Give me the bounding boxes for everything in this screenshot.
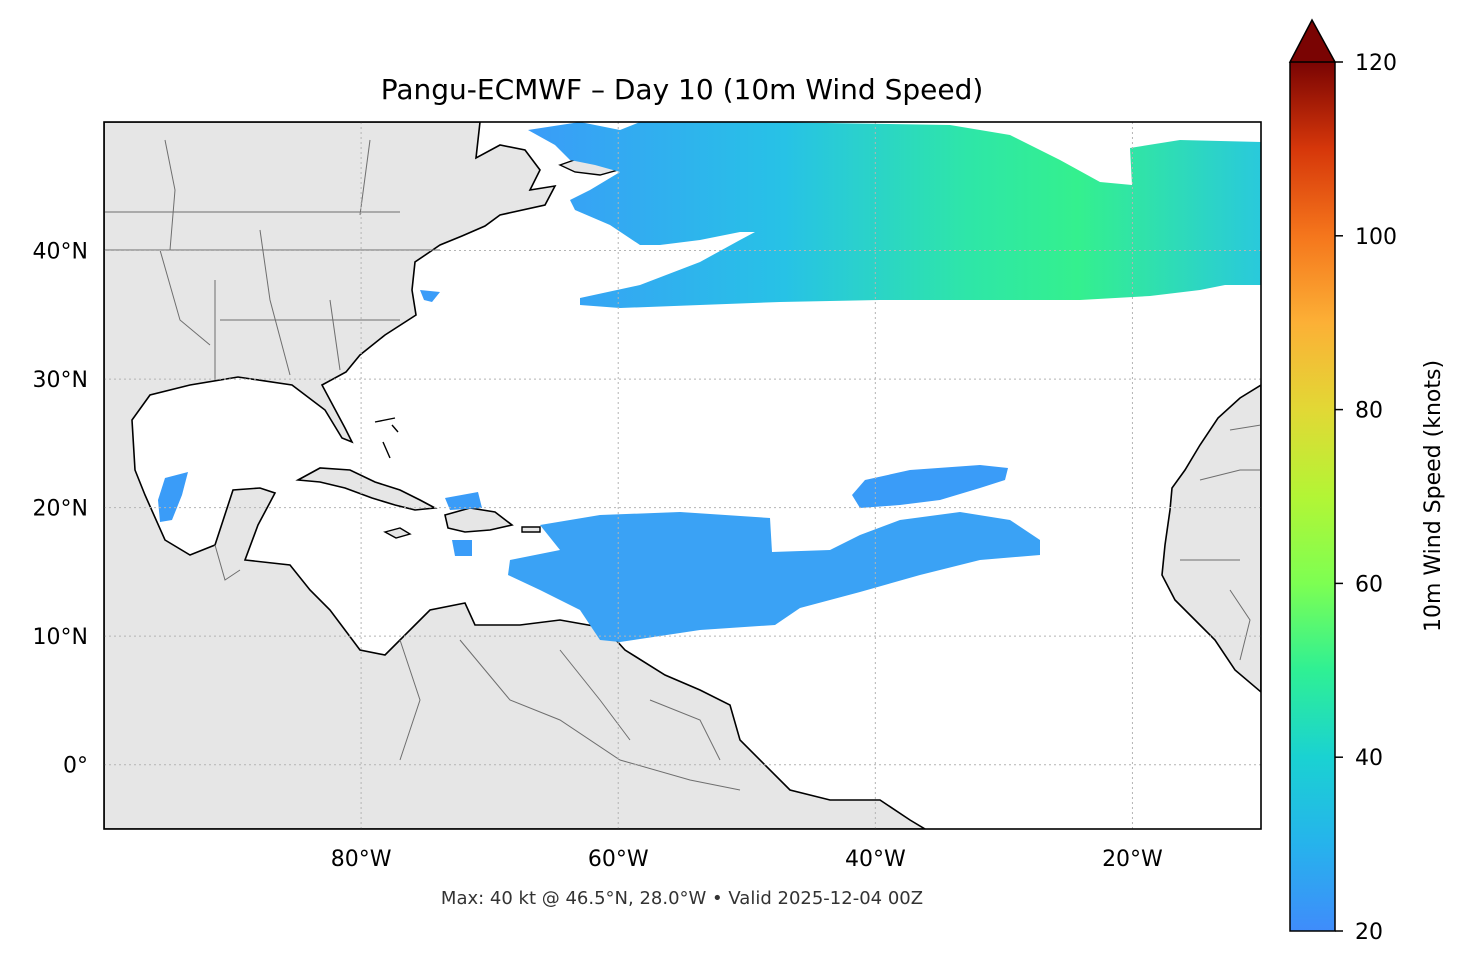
lat-tick-label: 40°N (33, 240, 88, 265)
land-bahamas (374, 417, 399, 459)
lon-tick-label: 60°W (588, 847, 649, 872)
land-north-america (104, 122, 927, 829)
colorbar-tick-label: 100 (1355, 225, 1397, 250)
wind-gulf-patch (158, 472, 188, 522)
colorbar-frame (1289, 62, 1336, 932)
latitude-ticks: 40°N 30°N 20°N 10°N 0° (33, 240, 88, 779)
colorbar-ticks: 20 40 60 80 100 120 (1335, 51, 1397, 945)
country-borders (104, 139, 1261, 791)
lon-tick-label: 40°W (845, 847, 906, 872)
colorbar-tick-label: 60 (1355, 572, 1383, 597)
colorbar-extend-arrow (1288, 18, 1337, 63)
colorbar-gradient (1290, 62, 1335, 931)
lat-tick-label: 20°N (33, 497, 88, 522)
lon-tick-label: 80°W (331, 847, 392, 872)
colorbar-tick-label: 80 (1355, 399, 1383, 424)
wind-field (158, 122, 1261, 642)
map-area (104, 122, 1261, 829)
max-annotation: Max: 40 kt @ 46.5°N, 28.0°W • Valid 2025… (441, 888, 923, 909)
wind-tropical-atlantic (508, 512, 1040, 642)
wind-small-patch-1 (452, 540, 472, 556)
wind-small-patch-2 (420, 290, 440, 302)
map-frame (103, 121, 1262, 830)
land-puerto-rico (521, 526, 541, 533)
lat-tick-label: 10°N (33, 625, 88, 650)
wind-north-atlantic (528, 122, 1261, 308)
longitude-ticks: 80°W 60°W 40°W 20°W (331, 847, 1163, 872)
lat-tick-label: 30°N (33, 368, 88, 393)
colorbar-tick-label: 120 (1355, 51, 1397, 76)
land-africa (1161, 384, 1261, 694)
lon-tick-label: 20°W (1102, 847, 1163, 872)
colorbar: 20 40 60 80 100 120 10m Wind Speed (knots) (1288, 18, 1446, 945)
colorbar-label: 10m Wind Speed (knots) (1421, 360, 1446, 632)
land-hispaniola (444, 507, 514, 533)
lat-tick-label: 0° (63, 754, 88, 779)
colorbar-tick-label: 20 (1355, 920, 1383, 945)
wind-central-patch (852, 465, 1008, 508)
map-title: Pangu-ECMWF – Day 10 (10m Wind Speed) (381, 73, 984, 106)
colorbar-tick-label: 40 (1355, 746, 1383, 771)
wind-caribbean-patch (445, 492, 482, 510)
land-jamaica (383, 527, 412, 539)
